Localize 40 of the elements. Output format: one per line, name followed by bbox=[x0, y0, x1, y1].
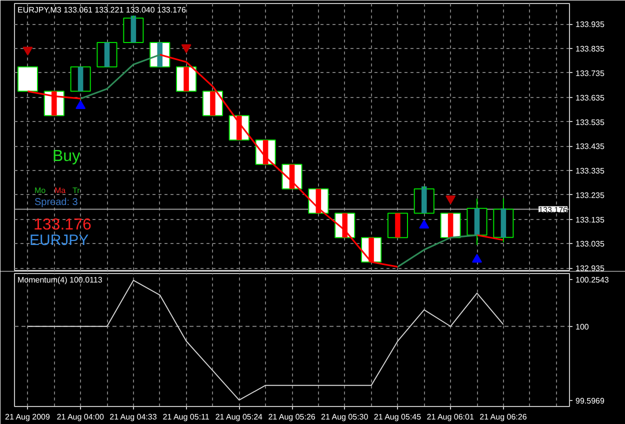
chart-title: EURJPY,M3 133.061 133.221 133.040 133.176 bbox=[18, 6, 186, 14]
point bbox=[472, 254, 482, 263]
annotation: Spread: 3 bbox=[34, 197, 78, 208]
x-tick-label: 21 Aug 05:45 bbox=[374, 412, 422, 422]
y-tick-label: 133.635 bbox=[576, 93, 605, 102]
x-tick-label: 21 Aug 05:24 bbox=[215, 412, 264, 422]
annotation: EURJPY bbox=[30, 232, 89, 249]
annotation: 133.176 bbox=[34, 216, 92, 234]
x-tick-label: 21 Aug 06:01 bbox=[426, 412, 474, 422]
point bbox=[419, 220, 430, 228]
y-tick-label: 100.2543 bbox=[576, 276, 610, 285]
y-tick-label: 133.935 bbox=[576, 20, 605, 30]
annotation: Ma bbox=[54, 186, 66, 195]
bar bbox=[130, 16, 136, 43]
chart-title: Momentum(4) 100.0113 bbox=[18, 276, 103, 284]
y-tick-label: 133.035 bbox=[576, 240, 605, 249]
point bbox=[181, 44, 192, 54]
x-tick-label: 21 Aug 04:33 bbox=[110, 412, 158, 422]
y-tick-label: 99.5969 bbox=[576, 396, 605, 406]
x-tick-label: 21 Aug 2009 bbox=[5, 412, 51, 422]
x-tick-label: 21 Aug 05:26 bbox=[268, 412, 316, 422]
x-tick-label: 21 Aug 04:00 bbox=[56, 412, 104, 422]
annotation: Tr bbox=[72, 186, 80, 195]
y-tick-label: 133.435 bbox=[576, 142, 605, 152]
y-tick-label: 133.335 bbox=[576, 166, 605, 176]
x-tick-label: 21 Aug 05:11 bbox=[162, 412, 210, 422]
y-tick-label: 133.535 bbox=[576, 118, 605, 127]
y-tick-label: 132.935 bbox=[576, 264, 605, 274]
annotation: Mo bbox=[34, 186, 46, 195]
y-tick-label: 133.735 bbox=[576, 68, 605, 78]
annotation: Buy bbox=[52, 148, 80, 165]
y-tick-label: 133.235 bbox=[576, 190, 605, 200]
ref-line-label: 133.176 bbox=[538, 205, 568, 214]
x-tick-label: 21 Aug 06:26 bbox=[480, 412, 528, 422]
y-tick-label: 133.135 bbox=[576, 215, 605, 224]
x-tick-label: 21 Aug 05:30 bbox=[321, 412, 369, 422]
y-tick-label: 100 bbox=[576, 322, 590, 332]
point bbox=[22, 46, 33, 56]
bar bbox=[422, 186, 427, 214]
y-tick-label: 133.835 bbox=[576, 44, 605, 54]
